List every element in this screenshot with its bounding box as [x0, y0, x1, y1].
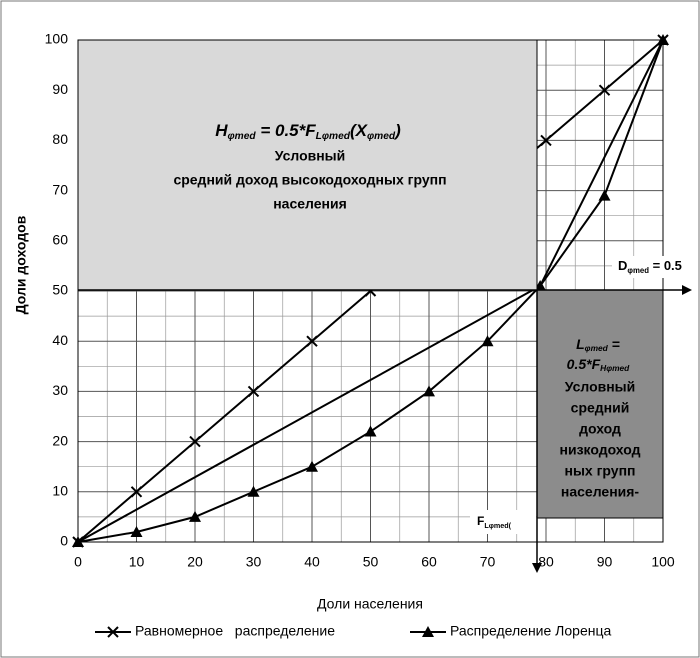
x-tick-label: 10 — [129, 554, 145, 570]
series — [72, 34, 669, 547]
x-tick-label: 90 — [597, 554, 613, 570]
series — [77, 39, 664, 543]
legend-label: Распределение Лоренца — [450, 623, 611, 639]
marker — [598, 189, 611, 201]
series-line — [77, 39, 664, 543]
marker — [306, 335, 318, 347]
legend-label: Равномерное распределение — [135, 623, 335, 639]
annotation: низкодоход — [560, 442, 641, 458]
annotation: Dφmed = 0.5 — [618, 258, 682, 275]
marker — [481, 335, 494, 347]
subscript: φmed — [228, 131, 257, 142]
low-box — [536, 289, 664, 519]
marker — [247, 485, 260, 497]
annotation: Условный — [275, 148, 346, 164]
label-bg — [470, 510, 536, 534]
subscript: φmed — [627, 266, 649, 275]
subscript: φmed — [367, 131, 396, 142]
marker — [598, 84, 611, 96]
x-tick-label: 60 — [421, 554, 437, 570]
marker — [423, 385, 435, 397]
y-tick-label: 10 — [52, 483, 68, 499]
x-tick-label: 0 — [74, 554, 82, 570]
x-tick-label: 70 — [480, 554, 496, 570]
label-bg — [612, 256, 696, 278]
marker — [130, 525, 143, 537]
annotation: населения- — [561, 484, 640, 500]
x-tick-label: 80 — [538, 554, 554, 570]
marker — [657, 34, 669, 45]
marker — [364, 425, 377, 437]
y-axis-label: Доли доходов — [13, 215, 29, 314]
legend-marker — [107, 626, 119, 638]
x-tick-label: 100 — [651, 554, 675, 570]
annotation: FLφmed( — [477, 514, 512, 530]
y-tick-label: 50 — [52, 282, 68, 298]
legend-marker — [422, 626, 434, 637]
annotation: Условный — [565, 379, 636, 395]
y-tick-label: 90 — [52, 81, 68, 97]
marker — [130, 486, 143, 498]
marker — [189, 435, 201, 448]
annotation-part: ) — [393, 121, 401, 140]
subscript: Lφmed( — [484, 521, 511, 530]
y-tick-label: 80 — [52, 131, 68, 147]
y-tick-label: 30 — [52, 382, 68, 398]
marker — [540, 134, 552, 147]
annotation-part: L — [576, 336, 585, 352]
annotation-part: F — [477, 514, 484, 528]
marker — [306, 460, 318, 472]
annotation-part: 0.5*F — [567, 356, 601, 372]
annotation: 0.5*FHφmed — [567, 356, 631, 374]
annotation: средний — [571, 400, 630, 416]
arrow-head — [682, 285, 692, 295]
subscript: φmed — [585, 343, 609, 353]
x-tick-label: 50 — [363, 554, 379, 570]
annotation: ных групп — [565, 463, 636, 479]
y-tick-label: 20 — [52, 432, 68, 448]
annotation: Lφmed = — [576, 336, 620, 354]
y-tick-label: 70 — [52, 181, 68, 197]
annotation-part: (X — [350, 121, 369, 140]
y-tick-label: 100 — [45, 31, 69, 47]
marker — [189, 510, 201, 522]
annotation: населения — [273, 196, 347, 212]
high-box — [77, 39, 538, 291]
annotation: средний доход высокодоходных групп — [173, 172, 446, 188]
y-tick-label: 60 — [52, 232, 68, 248]
x-tick-label: 30 — [246, 554, 262, 570]
annotation-part: = 0.5*F — [256, 121, 317, 140]
annotation-part: H — [215, 121, 228, 140]
annotation: доход — [579, 421, 621, 437]
subscript: Hφmed — [600, 363, 630, 373]
annotation-part: D — [618, 258, 627, 273]
subscript: Lφmed — [316, 131, 351, 142]
arrow-head — [532, 563, 542, 573]
x-tick-label: 40 — [304, 554, 320, 570]
x-axis-label: Доли населения — [317, 596, 423, 612]
y-tick-label: 0 — [60, 533, 68, 549]
annotation: Hφmed = 0.5*FLφmed(Xφmed) — [215, 121, 401, 141]
y-tick-label: 40 — [52, 332, 68, 348]
marker — [247, 385, 260, 398]
x-tick-label: 20 — [187, 554, 203, 570]
annotation-part: = — [608, 336, 620, 352]
annotation-part: = 0.5 — [649, 258, 682, 273]
